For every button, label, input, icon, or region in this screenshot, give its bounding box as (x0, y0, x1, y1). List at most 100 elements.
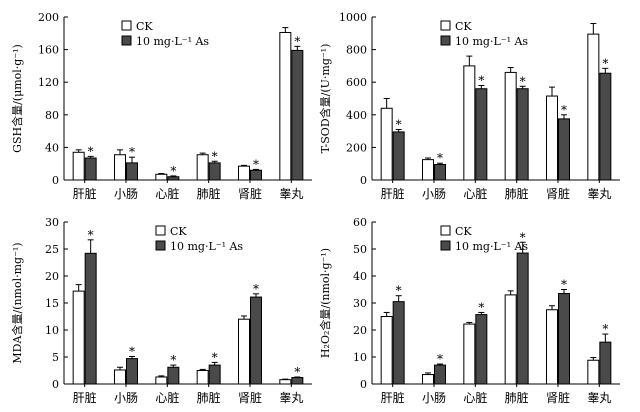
significance-mark: * (437, 352, 443, 366)
x-category-label: 肾脏 (546, 186, 570, 201)
y-tick-label: 60 (353, 216, 367, 229)
bar-as (516, 88, 529, 181)
bar-as (392, 301, 405, 385)
bar-as (84, 252, 97, 385)
y-tick-label: 0 (360, 378, 367, 391)
legend-label-ck: CK (170, 225, 187, 238)
legend-swatch-as (121, 35, 132, 46)
significance-mark: * (170, 164, 176, 178)
y-axis-title: H₂O₂含量/(nmol·g⁻¹) (318, 248, 332, 358)
bar-ck (238, 318, 250, 385)
bar-as (208, 364, 221, 385)
bar-as (167, 366, 180, 385)
bar-as (126, 162, 138, 181)
x-category-label: 心脏 (155, 390, 179, 405)
legend-swatch-as (440, 35, 451, 46)
significance-mark: * (396, 117, 402, 131)
y-tick-label: 800 (346, 44, 367, 57)
chart-panel-3: 0 5 10 15 20 25 30 MDA含量/(nmol·mg⁻¹) 肝脏 * 小肠 * 心脏 * 肺脏… (10, 216, 312, 405)
y-tick-label: 400 (346, 109, 367, 122)
y-tick-label: 10 (353, 351, 367, 364)
bar-ck (422, 159, 434, 181)
significance-mark: * (88, 228, 94, 242)
bar-as (434, 164, 446, 181)
chart-panel-4: 0 10 20 30 40 50 60 H₂O₂含量/(nmol·g⁻¹) 肝脏 * 小肠 * 心脏 * 肺… (318, 216, 620, 405)
x-category-label: 小肠 (114, 187, 138, 201)
significance-mark: * (253, 157, 259, 171)
y-tick-label: 0 (360, 174, 367, 187)
bar-ck (196, 154, 209, 181)
bar-ck (422, 374, 434, 385)
y-tick-label: 50 (353, 243, 367, 256)
y-tick-label: 25 (45, 243, 59, 256)
x-category-label: 心脏 (155, 186, 179, 201)
bar-as (516, 252, 529, 385)
y-tick-label: 160 (38, 44, 59, 57)
y-tick-label: 30 (45, 216, 59, 229)
significance-mark: * (478, 73, 484, 87)
legend-label-ck: CK (136, 20, 153, 33)
bar-ck (587, 359, 600, 385)
y-axis-title: T-SOD含量/(U·mg⁻¹) (318, 44, 332, 154)
bar-as (599, 72, 612, 181)
significance-mark: * (88, 144, 94, 158)
y-tick-label: 5 (52, 351, 59, 364)
x-category-label: 肺脏 (197, 390, 221, 405)
legend-label-as: 10 mg·L⁻¹ As (170, 240, 243, 253)
significance-mark: * (561, 278, 567, 292)
bar-ck (155, 376, 168, 385)
legend-swatch-ck (440, 20, 451, 31)
bar-as (392, 131, 405, 181)
y-tick-label: 15 (45, 297, 59, 310)
significance-mark: * (170, 353, 176, 367)
significance-mark: * (129, 145, 135, 159)
significance-mark: * (129, 344, 135, 358)
chart-panel-1: 0 40 80 120 160 200 GSH含量/(μmol·g⁻¹) 肝脏 * 小肠 * 心脏 * 肺… (10, 11, 312, 201)
legend-label-ck: CK (455, 20, 472, 33)
bar-as (250, 169, 262, 181)
y-tick-label: 120 (38, 76, 59, 89)
significance-mark: * (520, 230, 526, 244)
y-tick-label: 80 (45, 109, 59, 122)
significance-mark: * (520, 74, 526, 88)
bar-as (558, 118, 570, 181)
y-axis-title: GSH含量/(μmol·g⁻¹) (10, 44, 24, 153)
x-category-label: 睾丸 (587, 390, 611, 405)
x-category-label: 肝脏 (381, 186, 405, 201)
x-category-label: 肺脏 (197, 186, 221, 201)
legend-swatch-as (155, 240, 166, 251)
bar-ck (196, 370, 209, 385)
legend-label-as: 10 mg·L⁻¹ As (455, 240, 528, 253)
x-category-label: 肾脏 (238, 186, 262, 201)
x-category-label: 小肠 (422, 187, 446, 201)
x-category-label: 肾脏 (238, 390, 262, 405)
significance-mark: * (212, 149, 218, 163)
significance-mark: * (253, 282, 259, 296)
bar-ck (72, 151, 85, 181)
bar-as (434, 364, 446, 385)
bar-ck (380, 107, 393, 181)
x-category-label: 睾丸 (279, 390, 303, 405)
y-axis-title: MDA含量/(nmol·mg⁻¹) (10, 242, 24, 363)
bar-as (475, 88, 488, 181)
y-tick-label: 20 (45, 270, 59, 283)
bar-as (126, 358, 138, 385)
bar-as (599, 341, 612, 385)
legend-swatch-ck (440, 225, 451, 236)
bar-as (291, 49, 304, 181)
significance-mark: * (212, 350, 218, 364)
x-category-label: 心脏 (463, 390, 487, 405)
bar-ck (546, 309, 558, 385)
y-tick-label: 40 (45, 141, 59, 154)
bar-ck (546, 95, 558, 181)
significance-mark: * (437, 151, 443, 165)
x-category-label: 肺脏 (505, 186, 529, 201)
legend-label-ck: CK (455, 225, 472, 238)
bar-as (250, 296, 262, 385)
legend-swatch-ck (155, 225, 166, 236)
y-tick-label: 1000 (339, 11, 367, 24)
significance-mark: * (396, 284, 402, 298)
significance-mark: * (294, 365, 300, 379)
significance-mark: * (294, 34, 300, 48)
